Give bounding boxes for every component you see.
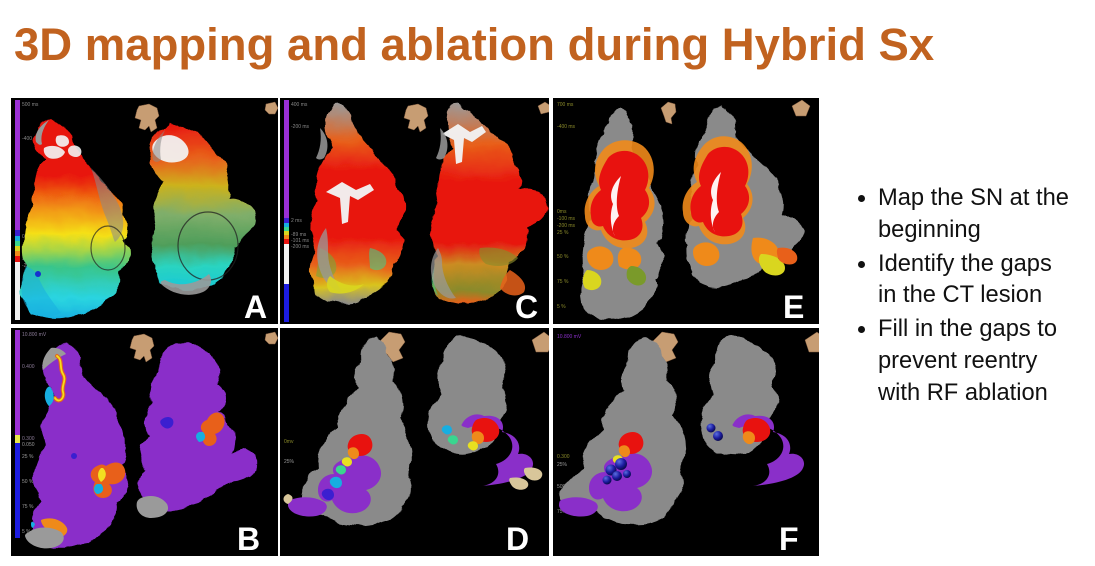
svg-text:50 %: 50 %	[22, 479, 34, 485]
svg-text:A: A	[244, 289, 267, 324]
svg-text:F: F	[779, 521, 799, 556]
svg-text:500 ms: 500 ms	[22, 102, 39, 108]
svg-text:0.300: 0.300	[557, 454, 570, 460]
svg-text:-200 ms: -200 ms	[557, 223, 576, 229]
svg-text:700 ms: 700 ms	[557, 102, 574, 108]
svg-text:0.400: 0.400	[22, 364, 35, 370]
svg-text:50 %: 50 %	[557, 254, 569, 260]
svg-text:25%: 25%	[284, 459, 295, 465]
svg-text:C: C	[515, 289, 538, 324]
svg-text:-100 ms: -100 ms	[557, 216, 576, 222]
svg-text:-200 ms: -200 ms	[291, 244, 310, 250]
svg-text:D: D	[506, 521, 529, 556]
svg-text:2 ms: 2 ms	[291, 218, 302, 224]
svg-text:0mv: 0mv	[284, 439, 294, 445]
svg-text:25 %: 25 %	[22, 454, 34, 460]
svg-text:0.050: 0.050	[22, 442, 35, 448]
svg-text:B: B	[237, 521, 260, 556]
svg-text:E: E	[783, 289, 804, 324]
svg-text:75 %: 75 %	[557, 279, 569, 285]
svg-text:25 %: 25 %	[557, 230, 569, 236]
svg-text:5 %: 5 %	[557, 304, 566, 310]
svg-text:-400 ms: -400 ms	[557, 124, 576, 130]
svg-text:400 ms: 400 ms	[291, 102, 308, 108]
svg-text:-200 ms: -200 ms	[291, 124, 310, 130]
svg-text:25%: 25%	[557, 462, 568, 468]
svg-text:10.800 mV: 10.800 mV	[22, 332, 47, 338]
svg-text:0ms: 0ms	[557, 209, 567, 215]
svg-text:75 %: 75 %	[22, 504, 34, 510]
svg-text:10.800 mV: 10.800 mV	[557, 334, 582, 340]
